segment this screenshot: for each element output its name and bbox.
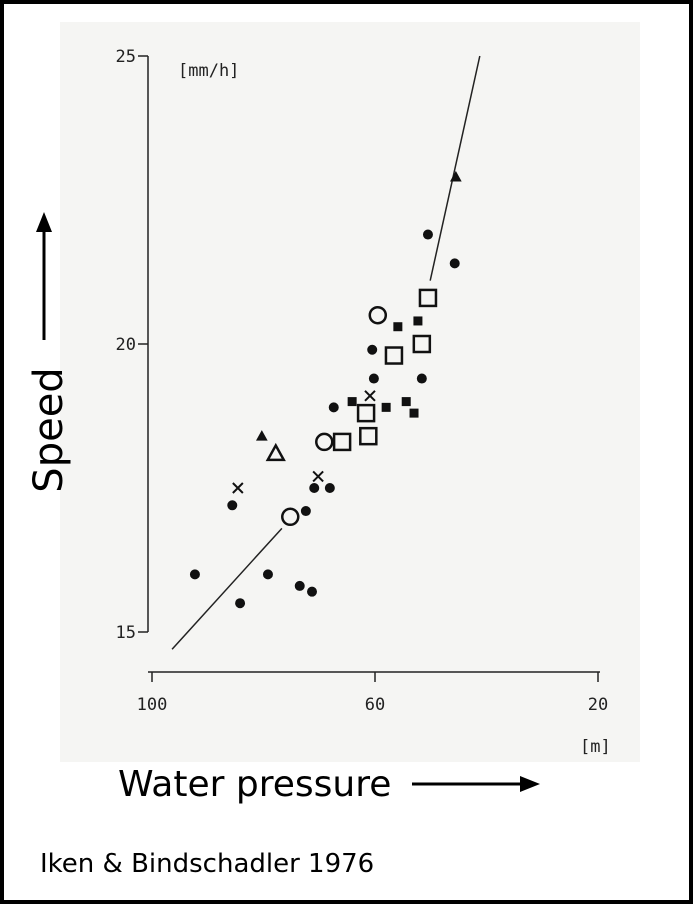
x-tick-label: 100 — [137, 695, 168, 715]
point — [413, 316, 423, 326]
source: Iken & Bindschadler 1976 — [40, 849, 374, 879]
point — [232, 482, 244, 494]
x-tick-label: 60 — [365, 695, 385, 715]
point — [307, 586, 318, 597]
point — [367, 344, 378, 355]
point — [189, 569, 200, 580]
point — [294, 580, 305, 591]
point — [409, 408, 419, 418]
x-unit: [m] — [580, 737, 611, 757]
point — [315, 432, 334, 452]
fit-line — [429, 55, 481, 281]
y-arrowhead — [36, 212, 52, 232]
point — [418, 288, 438, 308]
point — [393, 322, 403, 332]
y-tick-label: 15 — [116, 623, 136, 643]
point — [328, 402, 339, 413]
point — [265, 442, 286, 462]
x-tick-label: 20 — [588, 695, 608, 715]
point — [262, 569, 273, 580]
point — [401, 397, 411, 407]
point — [449, 170, 462, 182]
point — [422, 229, 433, 240]
point — [416, 373, 427, 384]
fit-line — [171, 527, 283, 650]
y-label: Speed — [26, 367, 72, 492]
point — [312, 470, 324, 483]
point — [381, 402, 391, 412]
y-tick-label: 25 — [116, 47, 136, 67]
point — [235, 598, 246, 609]
point — [368, 373, 379, 384]
y-unit: [mm/h] — [178, 61, 239, 81]
point — [359, 426, 378, 446]
point — [332, 432, 352, 452]
point — [324, 483, 335, 493]
point — [309, 483, 320, 493]
point — [356, 403, 376, 423]
point — [368, 305, 388, 325]
point — [227, 500, 238, 511]
scan-area — [60, 22, 640, 762]
point — [364, 390, 376, 402]
point — [412, 334, 432, 354]
x-label: Water pressure — [118, 764, 391, 805]
y-tick-label: 20 — [116, 335, 136, 355]
point — [281, 507, 300, 527]
point — [384, 346, 404, 365]
point — [449, 258, 460, 269]
point — [300, 506, 311, 517]
point — [255, 430, 268, 441]
x-arrowhead — [520, 776, 540, 792]
point — [347, 397, 357, 407]
